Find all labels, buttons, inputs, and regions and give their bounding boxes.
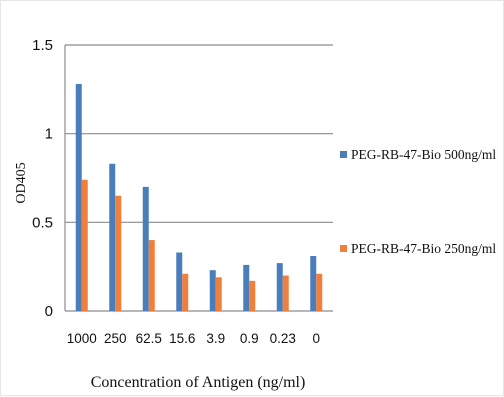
- y-tick-label: 1: [45, 126, 53, 143]
- bar-series2: [182, 273, 189, 311]
- x-tick-label: 250: [104, 331, 127, 346]
- bar-series2: [148, 240, 155, 311]
- bar-series2: [81, 179, 88, 311]
- legend-label: PEG-RB-47-Bio 500ng/ml: [351, 147, 496, 162]
- y-axis-title: OD405: [14, 162, 29, 203]
- bar-series1: [142, 186, 149, 311]
- y-tick-label: 0.5: [32, 214, 53, 231]
- bar-series1: [276, 263, 283, 311]
- x-tick-label: 62.5: [136, 331, 162, 346]
- y-tick-label: 0: [45, 303, 53, 320]
- bar-series1: [176, 252, 183, 311]
- bar-series1: [109, 163, 116, 311]
- bar-series1: [209, 270, 216, 311]
- x-tick-label: 15.6: [169, 331, 195, 346]
- bar-series2: [215, 277, 222, 311]
- bar-series2: [282, 275, 289, 311]
- x-tick-label: 0.23: [270, 331, 296, 346]
- legend: PEG-RB-47-Bio 500ng/ml PEG-RB-47-Bio 250n…: [340, 147, 496, 256]
- x-tick-label: 3.9: [206, 331, 225, 346]
- bar-series1: [310, 256, 317, 311]
- legend-label: PEG-RB-47-Bio 250ng/ml: [351, 241, 496, 256]
- bar-series1: [243, 264, 250, 311]
- bar-series2: [249, 280, 256, 311]
- y-tick-labels: 0 0.5 1 1.5: [32, 37, 53, 320]
- bar-series2: [316, 273, 323, 311]
- x-tick-labels: 1000 250 62.5 15.6 3.9 0.9 0.23 0: [67, 331, 320, 346]
- bar-series2: [115, 195, 122, 311]
- legend-swatch: [340, 151, 347, 158]
- bars: [75, 84, 323, 311]
- bar-series1: [75, 84, 82, 311]
- legend-swatch: [340, 245, 347, 252]
- x-tick-label: 1000: [67, 331, 97, 346]
- x-tick-label: 0.9: [240, 331, 259, 346]
- y-tick-label: 1.5: [32, 37, 53, 54]
- grid-lines: [64, 44, 333, 312]
- x-axis-title: Concentration of Antigen (ng/ml): [91, 374, 306, 391]
- x-tick-label: 0: [312, 331, 320, 346]
